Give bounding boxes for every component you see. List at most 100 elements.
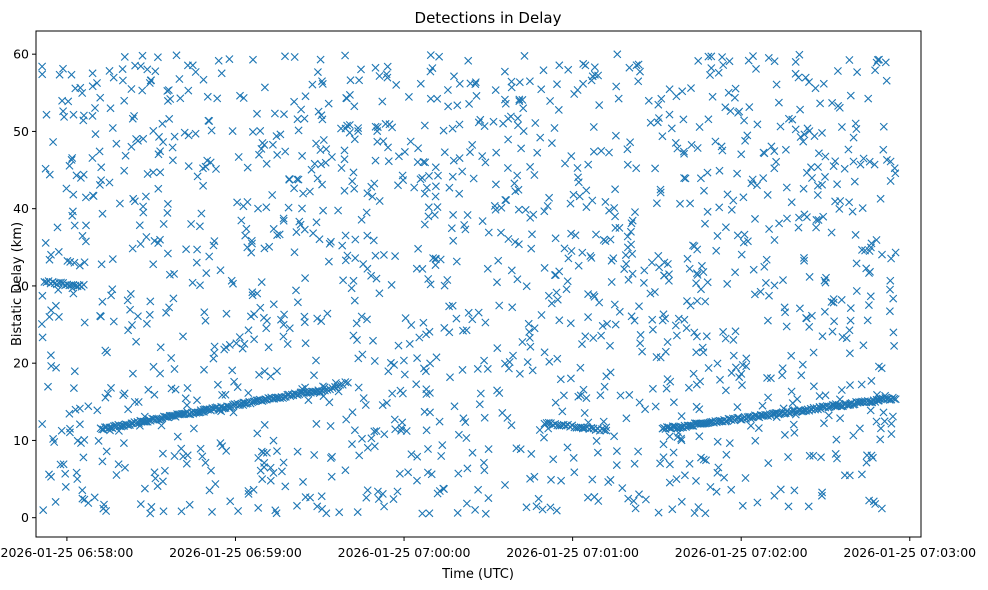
data-point <box>349 331 358 340</box>
data-point <box>449 210 458 219</box>
data-point <box>582 186 591 195</box>
data-point <box>862 458 871 467</box>
data-point <box>493 278 501 287</box>
data-point <box>272 132 281 141</box>
data-point <box>139 202 148 211</box>
data-point <box>72 171 81 180</box>
data-point <box>563 277 572 286</box>
data-point <box>889 328 898 337</box>
data-point <box>72 468 81 477</box>
data-point <box>445 183 454 192</box>
data-point <box>320 386 329 395</box>
data-point <box>858 204 867 213</box>
data-point <box>819 212 828 221</box>
data-point <box>241 231 250 240</box>
data-point <box>491 180 500 189</box>
data-point <box>635 398 644 407</box>
data-point <box>587 76 596 85</box>
data-point <box>799 137 808 146</box>
data-point <box>531 119 540 127</box>
data-point <box>813 181 822 190</box>
data-point <box>208 507 216 516</box>
data-point <box>455 154 464 163</box>
data-point <box>610 300 619 309</box>
data-point <box>468 140 477 149</box>
data-point <box>363 231 372 240</box>
data-point <box>846 316 855 325</box>
data-point <box>176 94 185 103</box>
data-point <box>495 389 504 397</box>
data-point <box>341 231 350 240</box>
data-point <box>445 302 454 311</box>
data-point <box>852 287 861 295</box>
data-point <box>845 326 854 335</box>
data-point <box>821 172 829 181</box>
data-point <box>545 193 554 202</box>
data-point <box>879 122 888 131</box>
data-point <box>284 203 293 212</box>
data-point <box>680 174 689 182</box>
data-point <box>704 52 713 61</box>
data-point <box>798 360 807 369</box>
data-point <box>54 247 63 256</box>
data-point <box>310 451 319 459</box>
data-point <box>355 76 364 85</box>
data-point <box>765 225 774 233</box>
data-point <box>341 256 350 265</box>
data-point <box>662 384 671 393</box>
data-point <box>497 228 505 237</box>
data-point <box>671 321 680 330</box>
data-point <box>322 509 331 518</box>
data-point <box>749 265 758 274</box>
data-point <box>876 435 885 444</box>
data-point <box>250 335 259 344</box>
data-point <box>713 359 722 368</box>
data-point <box>175 75 184 83</box>
data-point <box>322 145 331 154</box>
data-point <box>350 102 359 111</box>
data-point <box>193 396 201 405</box>
data-point <box>501 359 509 368</box>
data-point <box>659 310 668 319</box>
data-point <box>371 122 380 131</box>
data-point <box>281 52 289 61</box>
data-point <box>158 477 167 486</box>
data-point <box>57 278 65 287</box>
data-point <box>271 506 280 515</box>
data-point <box>764 53 773 62</box>
data-point <box>375 72 384 80</box>
data-point <box>632 61 641 70</box>
data-point <box>70 367 79 376</box>
data-point <box>788 115 797 124</box>
data-point <box>711 137 720 146</box>
data-point <box>551 398 560 407</box>
data-point <box>690 509 699 517</box>
data-point <box>177 507 186 516</box>
data-point <box>480 356 489 365</box>
data-point <box>491 86 500 95</box>
data-point <box>234 153 243 161</box>
data-point <box>846 381 854 390</box>
data-point <box>370 427 379 436</box>
data-point <box>454 469 463 478</box>
data-point <box>845 349 854 358</box>
data-point <box>595 298 604 307</box>
data-point <box>715 203 724 212</box>
data-point <box>93 79 101 87</box>
data-point <box>84 402 93 411</box>
data-point <box>268 191 277 199</box>
data-point <box>384 157 393 166</box>
data-point <box>809 382 818 391</box>
data-point <box>433 203 442 212</box>
data-point <box>610 204 619 212</box>
data-point <box>39 506 48 515</box>
data-point <box>555 316 564 325</box>
data-point <box>837 295 846 304</box>
data-point <box>518 95 527 104</box>
data-point <box>743 131 752 140</box>
data-point <box>652 199 661 208</box>
data-point <box>612 447 621 456</box>
data-point <box>630 459 639 468</box>
data-point <box>562 285 571 294</box>
data-point <box>586 252 595 260</box>
